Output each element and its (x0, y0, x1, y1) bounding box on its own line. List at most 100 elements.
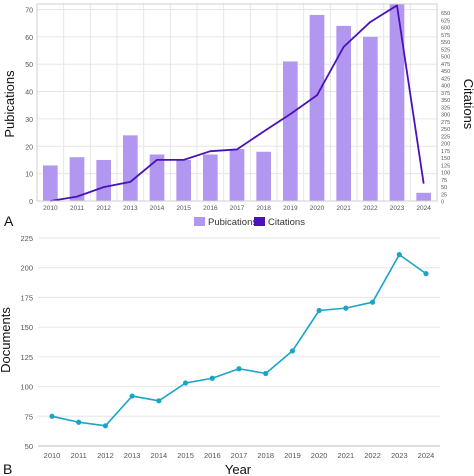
panel-a-y-tick-label: 10 (25, 172, 33, 179)
panel-a-x-tick-label: 2018 (256, 205, 271, 212)
panel-b-x-tick-label: 2012 (97, 451, 114, 460)
panel-a-secondary-y-axis-label: Citations (461, 79, 474, 130)
publications-bar (69, 157, 85, 201)
panel-a-secondary-y-tick-label: 650 (441, 11, 450, 17)
panel-a-citations-line (50, 4, 425, 202)
panel-a-axes (36, 3, 438, 202)
panel-a-secondary-y-tick-label: 425 (441, 76, 450, 82)
panel-b-y-tick-label: 175 (20, 293, 33, 302)
citations-line (50, 4, 425, 202)
panel-a-secondary-y-tick-label: 325 (441, 105, 450, 111)
publications-bar (176, 159, 191, 201)
documents-point (209, 375, 215, 381)
panel-a-x-tick-label: 2023 (390, 205, 405, 212)
documents-point (263, 370, 269, 377)
panel-a-y-tick-label: 30 (25, 117, 33, 124)
documents-point (316, 307, 322, 314)
documents-point (369, 299, 376, 305)
panel-a-x-tick-label: 2021 (336, 205, 351, 212)
panel-a-secondary-y-tick-label: 25 (441, 192, 447, 198)
panel-b-y-tick-label: 75 (25, 412, 33, 421)
panel-a-secondary-y-tick-label: 450 (441, 69, 450, 75)
panel-a-x-tick-label: 2015 (176, 205, 191, 212)
publications-bar (149, 154, 165, 201)
panel-a-secondary-y-tick-label: 75 (441, 178, 447, 184)
panel-a-secondary-y-tick-label: 300 (441, 113, 450, 119)
panel-a-secondary-y-tick-label: 475 (441, 62, 450, 68)
panel-a-secondary-y-tick-label: 550 (441, 40, 450, 46)
panel-a-secondary-y-tick-label: 250 (441, 127, 450, 133)
panel-a-x-tick-label: 2013 (123, 205, 138, 212)
documents-line (51, 253, 427, 427)
publications-bar (283, 61, 298, 202)
panel-a-secondary-y-tick-label: 0 (441, 200, 444, 206)
panel-b-documents-line (49, 252, 429, 429)
panel-a-x-tick-label: 2010 (43, 205, 58, 212)
documents-point (343, 305, 349, 311)
panel-a-secondary-y-tick-label: 100 (441, 171, 450, 177)
panel-a-plot-frame (36, 3, 438, 202)
panel-b-y-tick-label: 150 (20, 323, 33, 332)
panel-b-x-tick-label: 2016 (204, 451, 221, 460)
panel-a-x-tick-label: 2024 (416, 205, 431, 212)
documents-point (396, 252, 402, 258)
panel-b-y-tick-label: 100 (20, 383, 33, 392)
documents-point (49, 413, 55, 419)
documents-point (182, 380, 189, 386)
documents-point (236, 366, 242, 372)
panel-a-y-tick-label: 40 (25, 90, 33, 97)
documents-point (423, 271, 429, 277)
panel-b-y-tick-label: 125 (20, 353, 33, 362)
documents-point (76, 419, 82, 425)
panel-a-ticks: 0 10 20 30 40 50 60 70 2010 2011 2012 2013 2014 2015 2… (25, 7, 450, 212)
panel-b-x-tick-label: 2017 (231, 451, 248, 460)
panel-b-y-axis-label: Documents (0, 307, 13, 373)
panel-b-x-tick-label: 2011 (71, 451, 87, 460)
panel-a-secondary-y-tick-label: 400 (441, 84, 450, 90)
panel-a-secondary-y-tick-label: 125 (441, 163, 450, 169)
panel-a-grid (36, 4, 437, 202)
panel-b-x-tick-label: 2020 (311, 451, 328, 460)
publications-bar (336, 25, 351, 202)
panel-a-legend: Pubications Citations (194, 217, 305, 228)
documents-point (289, 348, 296, 354)
panel-a-chart: 0 10 20 30 40 50 60 70 2010 2011 2012 2013 2014 2015 2… (2, 3, 474, 229)
panel-b-y-tick-label: 200 (20, 264, 33, 273)
panel-b-x-tick-label: 2022 (364, 451, 381, 460)
documents-point (102, 423, 109, 429)
panel-a-secondary-y-tick-label: 375 (441, 91, 450, 97)
documents-point (129, 393, 135, 399)
publications-bar (96, 159, 111, 201)
panel-b-x-axis-label: Year (225, 462, 252, 476)
publications-bar (416, 192, 431, 201)
legend-label-publications: Pubications (208, 217, 257, 228)
panel-a-secondary-y-tick-label: 275 (441, 120, 450, 126)
publications-bar (43, 165, 58, 201)
publications-bar (203, 154, 218, 201)
panel-a-x-tick-label: 2012 (96, 205, 111, 212)
panel-a-secondary-y-tick-label: 525 (441, 47, 450, 53)
panel-b-x-tick-label: 2015 (177, 451, 194, 460)
panel-a-label: A (4, 213, 14, 229)
panel-b-x-tick-label: 2014 (151, 451, 168, 460)
panel-a-x-tick-label: 2022 (363, 205, 378, 212)
panel-a-x-tick-label: 2011 (70, 205, 84, 212)
publications-bar (229, 149, 245, 201)
panel-a-secondary-y-tick-label: 500 (441, 55, 450, 61)
panel-a-y-tick-label: 20 (25, 144, 33, 151)
panel-b-label: B (3, 461, 12, 476)
panel-a-secondary-y-tick-label: 625 (441, 18, 450, 24)
panel-b-x-tick-label: 2018 (257, 451, 274, 460)
panel-a-x-tick-label: 2019 (283, 205, 298, 212)
panel-a-x-tick-label: 2014 (150, 205, 165, 212)
panel-a-secondary-y-tick-label: 350 (441, 98, 450, 104)
panel-a-y-tick-label: 60 (25, 35, 33, 42)
panel-a-y-tick-label: 50 (25, 62, 33, 69)
panel-a-secondary-y-tick-label: 575 (441, 33, 450, 39)
panel-a-x-tick-label: 2017 (230, 205, 245, 212)
legend-label-citations: Citations (268, 217, 305, 228)
panel-b-ticks: 50 75 100 125 150 175 200 225 2010 2011 2012 2013 20… (20, 234, 434, 460)
panel-a-y-tick-label: 70 (25, 7, 33, 14)
publications-bar (256, 151, 271, 201)
